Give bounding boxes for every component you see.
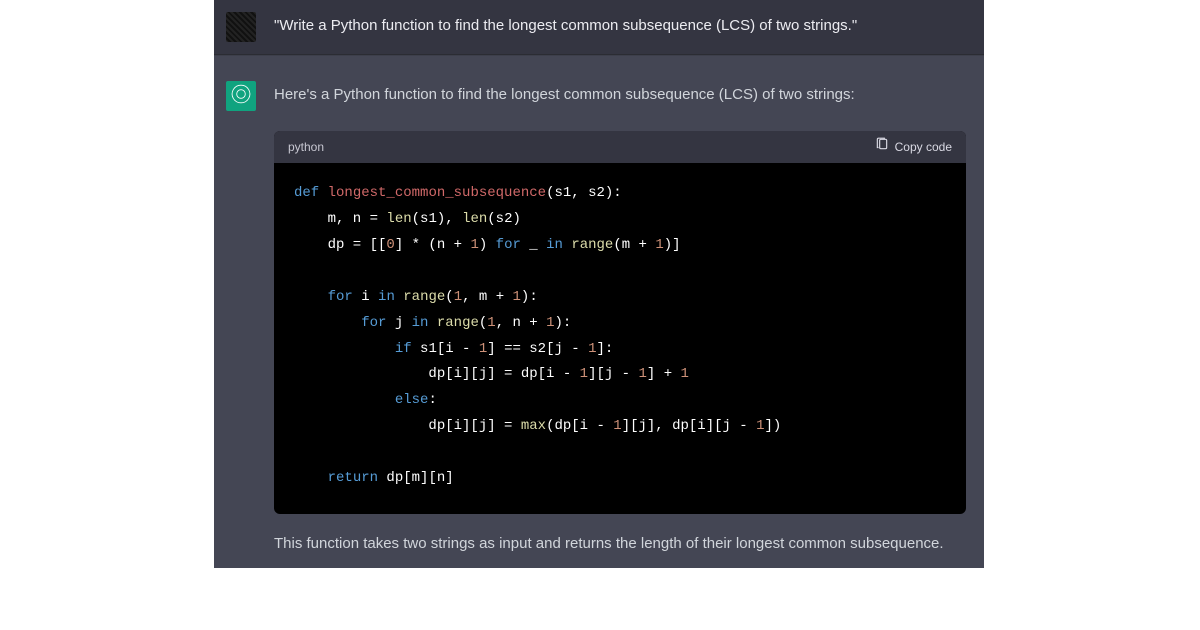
message-divider <box>214 55 984 69</box>
code-header: python Copy code <box>274 131 966 163</box>
assistant-avatar <box>226 81 256 111</box>
chat-container: "Write a Python function to find the lon… <box>214 0 984 568</box>
assistant-message-row: Here's a Python function to find the lon… <box>214 69 984 568</box>
clipboard-icon <box>875 137 889 157</box>
code-body[interactable]: def longest_common_subsequence(s1, s2): … <box>274 163 966 514</box>
code-language-label: python <box>288 138 324 157</box>
assistant-outro-text: This function takes two strings as input… <box>274 532 966 556</box>
code-block: python Copy code def longest_common_subs… <box>274 131 966 514</box>
user-message-row: "Write a Python function to find the lon… <box>214 0 984 55</box>
assistant-intro-text: Here's a Python function to find the lon… <box>274 83 966 107</box>
user-prompt-text: "Write a Python function to find the lon… <box>274 17 857 34</box>
copy-code-button[interactable]: Copy code <box>875 137 952 157</box>
copy-code-label: Copy code <box>895 138 952 157</box>
user-message-content: "Write a Python function to find the lon… <box>274 12 966 38</box>
assistant-message-content: Here's a Python function to find the lon… <box>274 81 966 556</box>
openai-logo-icon <box>230 83 252 110</box>
user-avatar <box>226 12 256 42</box>
